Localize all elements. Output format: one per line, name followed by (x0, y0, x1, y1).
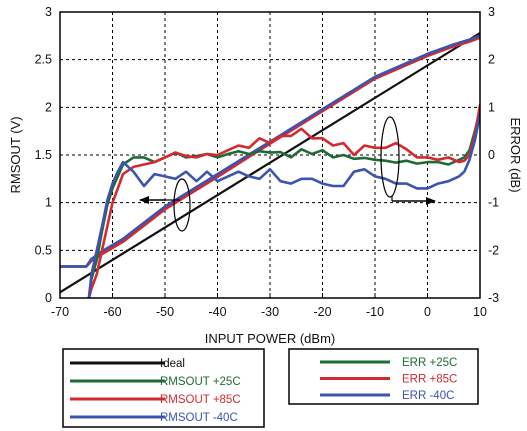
legend-label: ERR +85C (402, 374, 457, 386)
y2-tick-labels: -3 -2 -1 0 1 2 3 (488, 5, 499, 305)
x-tick-label: 10 (473, 305, 487, 319)
y2-tick-label: -1 (488, 196, 499, 210)
legend-label: RMSOUT +25C (160, 376, 241, 388)
x-axis-title: INPUT POWER (dBm) (205, 331, 336, 346)
right-axis-annotation (380, 116, 436, 205)
y-tick-label: 0 (45, 291, 52, 305)
y2-tick-label: 1 (488, 100, 495, 114)
legend-label: Ideal (160, 358, 185, 370)
annotation-ellipse-right (380, 116, 400, 198)
y-tick-label: 1.5 (35, 148, 52, 162)
y2-tick-label: 2 (488, 53, 495, 67)
x-tick-label: -40 (208, 305, 226, 319)
y-tick-labels: 0 0.5 1 1.5 2 2.5 3 (35, 5, 52, 305)
series-line-ideal (60, 31, 480, 294)
series-line-rmsout-85c (60, 36, 480, 268)
y-tick-label: 2 (45, 100, 52, 114)
x-tick-label: 0 (424, 305, 431, 319)
x-tick-label: -20 (313, 305, 331, 319)
annotation-ellipse-left (173, 178, 191, 232)
x-tick-label: -30 (261, 305, 279, 319)
y-tick-label: 0.5 (35, 243, 52, 257)
series-line-rmsout-40c (60, 34, 480, 268)
y-tick-label: 1 (45, 196, 52, 210)
legend-label: ERR -40C (402, 390, 454, 402)
x-tick-label: -70 (51, 305, 69, 319)
y2-tick-label: -3 (488, 291, 499, 305)
left-axis-annotation (139, 178, 191, 232)
y-axis-title: RMSOUT (V) (8, 116, 23, 193)
x-tick-label: -60 (103, 305, 121, 319)
y-tick-label: 2.5 (35, 53, 52, 67)
y2-tick-label: -2 (488, 243, 499, 257)
legend-label: ERR +25C (402, 357, 457, 369)
y-tick-label: 3 (45, 5, 52, 19)
x-tick-labels: -70 -60 -50 -40 -30 -20 -10 0 10 (51, 293, 487, 319)
legend-right: ERR +25C ERR +85C ERR -40C (320, 357, 457, 402)
y2-tick-label: 0 (488, 148, 495, 162)
y2-axis-title: ERROR (dB) (508, 117, 523, 192)
series-layer (60, 31, 480, 298)
legend-label: RMSOUT +85C (160, 394, 241, 406)
x-tick-label: -10 (366, 305, 384, 319)
x-tick-label: -50 (156, 305, 174, 319)
legend-label: RMSOUT -40C (160, 412, 238, 424)
gridlines (60, 12, 480, 298)
series-line-err-40c (87, 113, 480, 298)
y2-tick-label: 3 (488, 5, 495, 19)
series-line-err-85c (87, 103, 480, 298)
legend-left: Ideal RMSOUT +25C RMSOUT +85C RMSOUT -40C (70, 358, 241, 424)
